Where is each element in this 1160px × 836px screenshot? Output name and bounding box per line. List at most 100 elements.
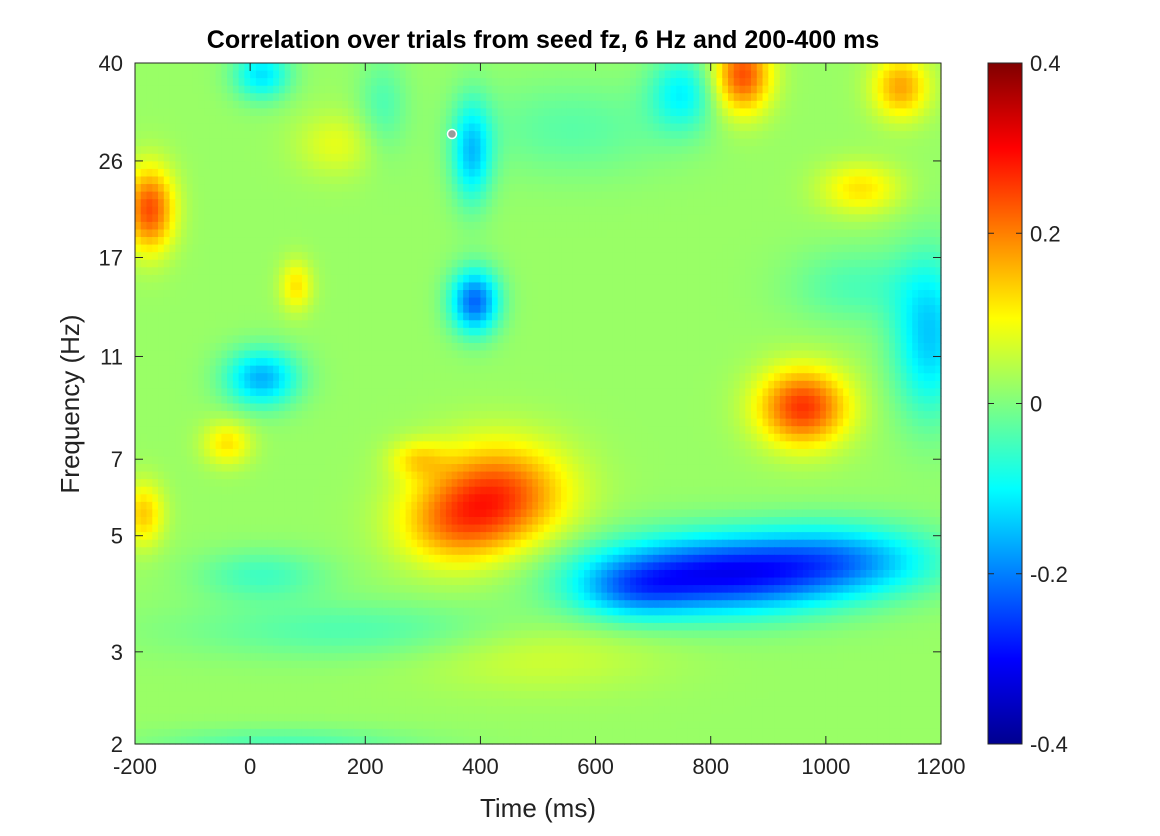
heatmap-cell bbox=[727, 184, 735, 193]
heatmap-cell bbox=[371, 176, 378, 185]
heatmap-cell bbox=[290, 85, 297, 94]
heatmap-cell bbox=[618, 312, 625, 321]
heatmap-cell bbox=[733, 191, 741, 200]
heatmap-cell bbox=[802, 244, 810, 253]
heatmap-cell bbox=[313, 274, 320, 284]
heatmap-cell bbox=[520, 320, 528, 329]
heatmap-cell bbox=[745, 206, 752, 215]
heatmap-cell bbox=[278, 63, 286, 72]
heatmap-cell bbox=[468, 229, 476, 238]
heatmap-cell bbox=[221, 206, 228, 215]
heatmap-cell bbox=[532, 100, 539, 109]
heatmap-cell bbox=[486, 327, 493, 336]
heatmap-cell bbox=[365, 221, 372, 231]
heatmap-cell bbox=[232, 115, 240, 125]
heatmap-cell bbox=[342, 221, 349, 231]
heatmap-cell bbox=[831, 85, 838, 94]
heatmap-cell bbox=[768, 93, 775, 102]
heatmap-cell bbox=[635, 191, 643, 200]
heatmap-cell bbox=[330, 85, 338, 94]
heatmap-cell bbox=[584, 115, 591, 125]
heatmap-cell bbox=[238, 191, 245, 200]
heatmap-cell bbox=[422, 184, 430, 193]
heatmap-cell bbox=[394, 131, 401, 140]
heatmap-cell bbox=[457, 191, 464, 200]
heatmap-cell bbox=[353, 244, 361, 253]
heatmap-cell bbox=[635, 108, 643, 117]
heatmap-cell bbox=[831, 320, 838, 329]
heatmap-cell bbox=[727, 244, 735, 253]
heatmap-cell bbox=[566, 267, 574, 276]
heatmap-cell bbox=[198, 115, 205, 125]
heatmap-cell bbox=[624, 138, 631, 147]
heatmap-cell bbox=[221, 138, 228, 147]
heatmap-cell bbox=[825, 191, 833, 200]
heatmap-cell bbox=[900, 297, 908, 306]
heatmap-cell bbox=[342, 93, 349, 102]
heatmap-cell bbox=[307, 70, 315, 79]
heatmap-cell bbox=[630, 229, 637, 238]
heatmap-cell bbox=[727, 123, 735, 132]
heatmap-cell bbox=[244, 237, 251, 246]
heatmap-cell bbox=[342, 78, 349, 87]
heatmap-cell bbox=[676, 327, 683, 336]
heatmap-cell bbox=[353, 161, 361, 170]
heatmap-cell bbox=[457, 199, 464, 208]
heatmap-cell bbox=[353, 123, 361, 132]
heatmap-cell bbox=[751, 282, 758, 291]
heatmap-cell bbox=[727, 146, 735, 155]
heatmap-cell bbox=[722, 191, 729, 200]
heatmap-cell bbox=[762, 206, 769, 215]
heatmap-cell bbox=[791, 123, 798, 132]
heatmap-cell bbox=[445, 259, 453, 268]
heatmap-cell bbox=[353, 267, 361, 276]
heatmap-cell bbox=[935, 259, 942, 268]
heatmap-cell bbox=[647, 138, 654, 147]
heatmap-cell bbox=[152, 297, 159, 306]
heatmap-cell bbox=[578, 176, 585, 185]
heatmap-cell bbox=[503, 221, 510, 231]
heatmap-cell bbox=[422, 297, 430, 306]
heatmap-cell bbox=[653, 184, 660, 193]
heatmap-cell bbox=[365, 274, 372, 284]
heatmap-cell bbox=[135, 320, 142, 329]
heatmap-cell bbox=[762, 108, 769, 117]
heatmap-cell bbox=[359, 237, 366, 246]
heatmap-cell bbox=[745, 176, 752, 185]
heatmap-cell bbox=[169, 282, 176, 291]
heatmap-cell bbox=[848, 184, 856, 193]
heatmap-cell bbox=[704, 176, 712, 185]
heatmap-cell bbox=[630, 78, 637, 87]
heatmap-cell bbox=[348, 184, 355, 193]
heatmap-cell bbox=[687, 63, 695, 72]
heatmap-cell bbox=[319, 259, 326, 268]
heatmap-cell bbox=[215, 78, 222, 87]
heatmap-cell bbox=[716, 206, 723, 215]
heatmap-cell bbox=[284, 78, 292, 87]
heatmap-cell bbox=[440, 290, 447, 299]
heatmap-cell bbox=[814, 274, 821, 284]
heatmap-cell bbox=[871, 221, 879, 231]
heatmap-cell bbox=[653, 70, 660, 79]
heatmap-cell bbox=[440, 138, 447, 147]
heatmap-cell bbox=[192, 237, 199, 246]
heatmap-cell bbox=[676, 63, 683, 72]
heatmap-cell bbox=[238, 252, 245, 261]
heatmap-cell bbox=[768, 229, 775, 238]
heatmap-cell bbox=[376, 206, 384, 215]
heatmap-cell bbox=[825, 221, 833, 231]
heatmap-cell bbox=[451, 282, 458, 291]
heatmap-cell bbox=[607, 138, 614, 147]
heatmap-cell bbox=[330, 305, 338, 314]
heatmap-cell bbox=[808, 70, 815, 79]
heatmap-cell bbox=[474, 259, 482, 268]
heatmap-cell bbox=[578, 244, 585, 253]
heatmap-cell bbox=[451, 78, 458, 87]
heatmap-cell bbox=[330, 267, 338, 276]
heatmap-cell bbox=[244, 161, 251, 170]
heatmap-cell bbox=[762, 312, 769, 321]
heatmap-cell bbox=[376, 229, 384, 238]
heatmap-cell bbox=[342, 259, 349, 268]
heatmap-cell bbox=[739, 93, 746, 102]
heatmap-cell bbox=[797, 282, 804, 291]
